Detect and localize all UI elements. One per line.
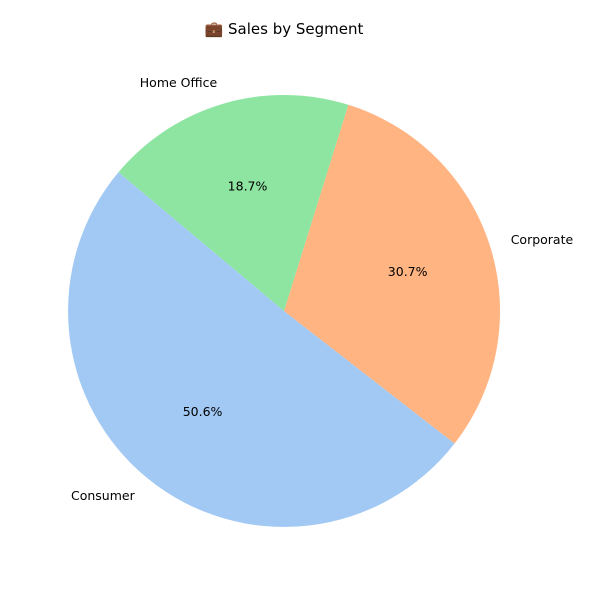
pie-slice-consumer xyxy=(68,172,455,527)
pie-slice-corporate xyxy=(284,104,501,444)
pie-percent-label-corporate: 30.7% xyxy=(388,264,428,279)
pie-percent-label-consumer: 50.6% xyxy=(183,404,223,419)
chart-title: 💼 Sales by Segment xyxy=(205,20,364,38)
pie-slice-home-office xyxy=(118,94,349,312)
pie-category-label-home-office: Home Office xyxy=(140,75,218,90)
pie-category-label-corporate: Corporate xyxy=(511,232,574,247)
pie-slices xyxy=(68,94,501,527)
pie-percent-label-home-office: 18.7% xyxy=(228,179,268,194)
pie-category-label-consumer: Consumer xyxy=(71,488,136,503)
pie-labels: 50.6% Consumer 30.7% Corporate 18.7% Home Off… xyxy=(71,75,574,503)
